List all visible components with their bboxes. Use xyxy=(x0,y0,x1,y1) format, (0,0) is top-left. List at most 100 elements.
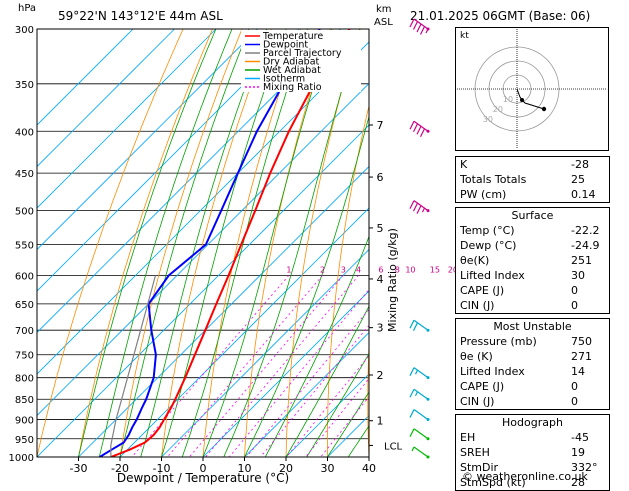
wind-barb xyxy=(410,201,430,214)
index-value: -45 xyxy=(571,430,605,445)
pressure-tick-label: 550 xyxy=(15,240,34,251)
wind-barb xyxy=(410,429,430,441)
pressure-tick-label: 1000 xyxy=(9,453,34,464)
isotherm-line xyxy=(0,29,424,457)
isotherm-line xyxy=(0,29,299,457)
y2-axis-label: Mixing Ratio (g/kg) xyxy=(386,228,399,332)
mixing-ratio-label: 10 xyxy=(405,265,415,274)
mixing-ratio-label: 3 xyxy=(341,265,346,274)
pressure-tick-label: 400 xyxy=(15,127,34,138)
index-label: θe (K) xyxy=(460,349,493,364)
isotherm-line xyxy=(0,29,341,457)
wet-adiabat-line xyxy=(79,29,216,457)
pressure-tick-label: 750 xyxy=(15,351,34,362)
legend-label: Mixing Ratio xyxy=(263,82,322,93)
index-value: 0.14 xyxy=(571,187,605,202)
wind-barb xyxy=(410,121,430,137)
index-label: Temp (°C) xyxy=(460,223,515,238)
index-label: PW (cm) xyxy=(460,187,506,202)
wind-barb xyxy=(410,19,430,35)
index-label: θe(K) xyxy=(460,253,489,268)
index-value: -28 xyxy=(571,157,605,172)
mixing-ratio-label: 1 xyxy=(286,265,291,274)
wind-barb xyxy=(410,320,430,332)
pressure-tick-label: 450 xyxy=(15,169,34,180)
index-value: 750 xyxy=(571,334,605,349)
temperature-tick-label: 40 xyxy=(362,462,376,475)
wind-barb xyxy=(412,447,430,459)
index-row: EH-45 xyxy=(456,430,609,445)
index-label: CIN (J) xyxy=(460,298,494,313)
index-value: 14 xyxy=(571,364,605,379)
pressure-tick-label: 650 xyxy=(15,300,34,311)
mixing-ratio-label: 15 xyxy=(430,265,440,274)
index-label: CIN (J) xyxy=(460,394,494,409)
km-tick-label: 6 xyxy=(377,171,384,184)
index-row: CAPE (J)0 xyxy=(456,379,609,394)
index-row: Dewp (°C)-24.9 xyxy=(456,238,609,253)
pressure-tick-label: 900 xyxy=(15,416,34,427)
index-value: 251 xyxy=(571,253,605,268)
surface-title: Surface xyxy=(456,208,609,223)
hodograph-ring-label: 10 xyxy=(503,95,513,104)
km-tick-label: 5 xyxy=(377,222,384,235)
pressure-tick-label: 350 xyxy=(15,80,34,91)
mixing-ratio-line xyxy=(189,275,343,457)
mixing-ratio-label: 6 xyxy=(378,265,383,274)
wet-adiabat-line xyxy=(286,29,481,457)
index-row: θe (K)271 xyxy=(456,349,609,364)
pressure-tick-label: 700 xyxy=(15,326,34,337)
index-value: 19 xyxy=(571,445,605,460)
km-tick-label: 4 xyxy=(377,273,384,286)
index-value: 0 xyxy=(571,394,605,409)
wind-barb xyxy=(410,410,430,422)
index-value: 0 xyxy=(571,283,605,298)
index-row: θe(K) 251 xyxy=(456,253,609,268)
index-row: PW (cm) 0.14 xyxy=(456,187,609,202)
index-label: SREH xyxy=(460,445,490,460)
index-row: SREH 19 xyxy=(456,445,609,460)
index-label: Lifted Index xyxy=(460,364,525,379)
index-value: 25 xyxy=(571,172,605,187)
km-tick-label: 3 xyxy=(377,322,384,335)
most-unstable-title: Most Unstable xyxy=(456,319,609,334)
dry-adiabat-line xyxy=(120,29,242,457)
pressure-tick-label: 500 xyxy=(15,207,34,218)
km-tick-label: 7 xyxy=(377,119,384,132)
isotherm-line xyxy=(79,29,507,457)
index-value: -22.2 xyxy=(571,223,605,238)
pressure-tick-label: 300 xyxy=(15,25,34,36)
index-label: Dewp (°C) xyxy=(460,238,516,253)
mixing-ratio-label: 4 xyxy=(356,265,361,274)
mixing-ratio-label: 2 xyxy=(320,265,325,274)
index-row: Temp (°C) -22.2 xyxy=(456,223,609,238)
km-tick-label: 1 xyxy=(377,415,384,428)
index-row: Lifted Index 30 xyxy=(456,268,609,283)
lcl-label: LCL xyxy=(384,441,403,452)
index-label: Pressure (mb) xyxy=(460,334,537,349)
dry-adiabat-line xyxy=(79,29,213,457)
index-row: CIN (J) 0 xyxy=(456,394,609,409)
index-value: 30 xyxy=(571,268,605,283)
wind-barb xyxy=(410,389,430,401)
index-label: K xyxy=(460,157,467,172)
temperature-tick-label: 30 xyxy=(321,462,335,475)
hodograph-box-title: Hodograph xyxy=(456,415,609,430)
index-row: Lifted Index 14 xyxy=(456,364,609,379)
dry-adiabat-line xyxy=(407,29,448,457)
hodograph-storm-motion xyxy=(542,107,546,111)
index-label: Lifted Index xyxy=(460,268,525,283)
km-tick-label: 2 xyxy=(377,369,384,382)
hodograph-kt-label: kt xyxy=(460,31,469,41)
series-temperature xyxy=(111,29,350,457)
pressure-tick-label: 950 xyxy=(15,435,34,446)
hodograph-ring-label: 30 xyxy=(483,115,493,124)
mixing-ratio-line xyxy=(287,275,435,457)
copyright: © weatheronline.co.uk xyxy=(462,470,588,483)
index-label: CAPE (J) xyxy=(460,283,504,298)
index-row: K -28 xyxy=(456,157,609,172)
